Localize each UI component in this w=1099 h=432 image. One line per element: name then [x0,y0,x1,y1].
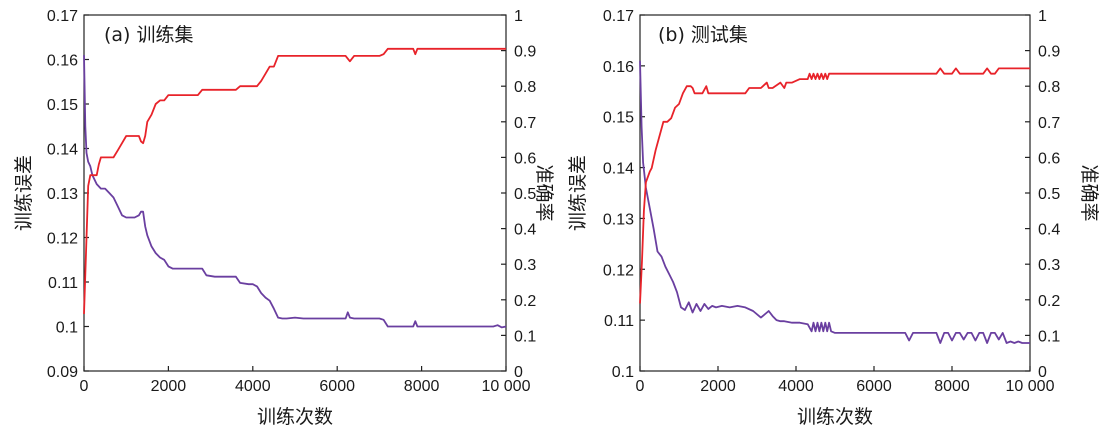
y-right-tick-label: 0.7 [1038,115,1060,132]
y-right-tick-label: 0.5 [1038,186,1060,203]
x-tick-label: 6000 [319,378,355,395]
y-left-tick-label: 0.15 [47,97,78,114]
y-right-tick-label: 0.3 [514,257,536,274]
x-tick-label: 2000 [151,378,187,395]
right-axis-title: 准确率 [1078,164,1099,221]
y-left-tick-label: 0.1 [56,320,78,337]
y-right-tick-label: 1 [1038,8,1047,25]
x-tick-label: 0 [636,378,645,395]
x-axis-title: 训练次数 [257,406,333,428]
x-tick-label: 4000 [778,378,814,395]
y-left-tick-label: 0.15 [603,110,634,127]
panel-title: (a) 训练集 [104,24,194,46]
y-left-tick-label: 0.09 [47,364,78,381]
accuracy-series-line [639,67,1030,304]
y-left-tick-label: 0.17 [47,8,78,25]
y-right-tick-label: 0.6 [514,150,536,167]
accuracy-series-line [83,47,506,315]
x-tick-label: 4000 [235,378,271,395]
ticks-group: 0 2000 4000 6000 8000 10 0000.10.110.120.130.… [603,8,1060,395]
y-left-tick-label: 0.17 [603,8,634,25]
y-right-tick-label: 0.7 [514,115,536,132]
y-left-tick-label: 0.16 [47,53,78,70]
y-left-tick-label: 0.13 [603,211,634,228]
error-series-line [83,55,507,329]
y-right-tick-label: 0.2 [514,293,536,310]
right-axis-title: 准确率 [533,164,555,221]
error-series-line [639,60,1030,344]
y-right-tick-label: 0.6 [1038,150,1060,167]
y-left-tick-label: 0.14 [603,161,634,178]
y-left-tick-label: 0.11 [48,275,78,292]
y-right-tick-label: 0.9 [1038,44,1060,61]
y-right-tick-label: 0 [1038,364,1047,381]
y-right-tick-label: 0.9 [514,44,536,61]
x-tick-label: 2000 [700,378,736,395]
x-tick-label: 0 [80,378,89,395]
x-axis-title: 训练次数 [797,406,873,428]
y-left-tick-label: 0.12 [603,262,634,279]
x-tick-label: 10 000 [1006,378,1055,395]
y-right-tick-label: 0.5 [514,186,536,203]
x-tick-label: 10 000 [482,378,531,395]
x-tick-label: 8000 [934,378,970,395]
panel-test-set: (b) 测试集 训练次数 训练误差 准确率 0 2000 4000 6000 8000 1… [567,8,1099,428]
lines-group [83,47,507,329]
y-right-tick-label: 0.2 [1038,293,1060,310]
y-right-tick-label: 0.4 [1038,222,1060,239]
y-left-tick-label: 0.14 [47,142,78,159]
y-right-tick-label: 0.8 [514,79,536,96]
y-left-tick-label: 0.13 [47,186,78,203]
y-right-tick-label: 0 [514,364,523,381]
plot-frame [639,14,1031,372]
y-right-tick-label: 0.3 [1038,257,1060,274]
x-tick-label: 6000 [856,378,892,395]
left-axis-title: 训练误差 [567,155,589,231]
y-right-tick-label: 1 [514,8,523,25]
y-left-tick-label: 0.1 [612,364,634,381]
y-right-tick-label: 0.1 [1038,328,1060,345]
ticks-group: 0 2000 4000 6000 8000 10 0000.090.10.110.120.… [47,8,536,395]
lines-group [639,60,1030,344]
panel-title: (b) 测试集 [658,24,748,46]
y-right-tick-label: 0.4 [514,222,536,239]
panel-training-set: (a) 训练集 训练次数 训练误差 准确率 0 2000 4000 6000 8000 1… [13,8,555,428]
y-left-tick-label: 0.11 [604,313,634,330]
x-tick-label: 8000 [404,378,440,395]
y-right-tick-label: 0.1 [514,328,536,345]
y-left-tick-label: 0.12 [47,231,78,248]
y-right-tick-label: 0.8 [1038,79,1060,96]
left-axis-title: 训练误差 [13,155,35,231]
y-left-tick-label: 0.16 [603,59,634,76]
